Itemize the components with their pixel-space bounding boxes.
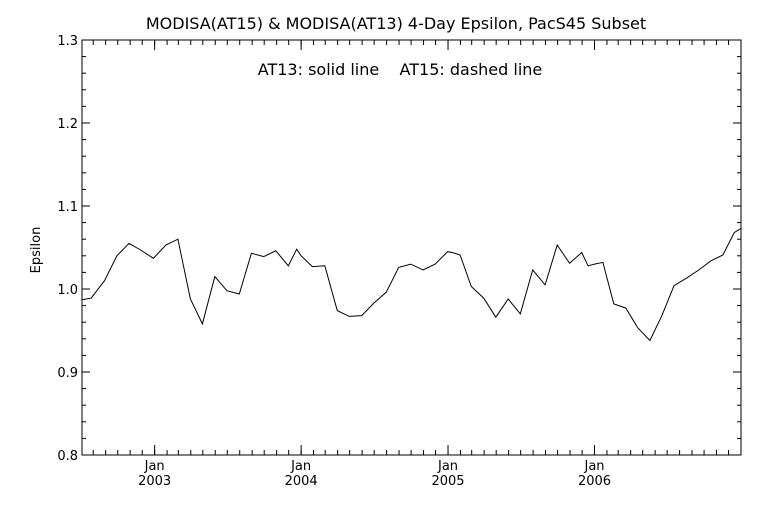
x-tick-month-label: Jan bbox=[437, 459, 458, 474]
y-tick-label: 0.8 bbox=[57, 449, 78, 464]
series-layer bbox=[81, 227, 742, 342]
series-line-at13 bbox=[81, 227, 742, 342]
y-tick-label: 1.0 bbox=[57, 283, 78, 298]
y-axis: 0.8 0.9 1.0 1.1 1.2 1.3 bbox=[57, 34, 741, 464]
x-tick-year-label: 2006 bbox=[578, 474, 611, 489]
y-tick-label: 1.3 bbox=[57, 34, 78, 49]
plot-frame bbox=[81, 39, 742, 456]
x-tick-year-label: 2005 bbox=[431, 474, 464, 489]
x-tick-month-label: Jan bbox=[290, 459, 311, 474]
legend-annotation: AT13: solid line AT15: dashed line bbox=[258, 60, 543, 79]
x-tick-month-label: Jan bbox=[583, 459, 604, 474]
x-tick-year-label: 2004 bbox=[285, 474, 318, 489]
y-tick-label: 1.2 bbox=[57, 117, 78, 132]
chart-title: MODISA(AT15) & MODISA(AT13) 4-Day Epsilo… bbox=[146, 14, 646, 33]
y-tick-label: 0.9 bbox=[57, 366, 78, 381]
y-tick-label: 1.1 bbox=[57, 200, 78, 215]
x-tick-month-label: Jan bbox=[144, 459, 165, 474]
y-axis-title: Epsilon bbox=[29, 227, 44, 274]
x-tick-year-label: 2003 bbox=[138, 474, 171, 489]
